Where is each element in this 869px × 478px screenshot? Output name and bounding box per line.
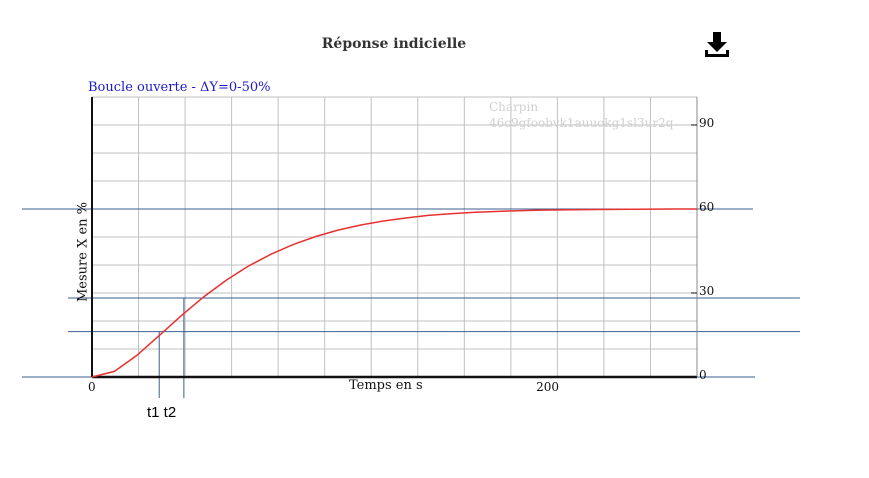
- x-tick-label: 0: [88, 380, 96, 394]
- axes: [91, 97, 698, 379]
- watermark-line: 46c9gfoobvk1auuokg1sl3ur2q: [489, 116, 674, 130]
- grid: [91, 96, 698, 378]
- download-button[interactable]: [703, 30, 733, 60]
- y-tick-label: 30: [699, 284, 715, 298]
- y-tick-label: 0: [699, 368, 707, 382]
- y-tick-label: 60: [699, 200, 715, 214]
- x-axis-label: Temps en s: [349, 378, 423, 393]
- series-layer: [91, 208, 697, 378]
- download-icon: [705, 32, 729, 57]
- chart-title: Réponse indicielle: [321, 36, 467, 52]
- step-response-curve: [91, 208, 697, 378]
- y-axis-label: Mesure X en %: [75, 201, 91, 303]
- t1-t2-annotation: t1 t2: [147, 404, 177, 421]
- watermark: Charpin 46c9gfoobvk1auuokg1sl3ur2q: [489, 99, 673, 131]
- x-tick-label: 200: [536, 380, 560, 394]
- y-tick-label: 90: [699, 116, 715, 130]
- watermark-line: Charpin: [489, 100, 539, 114]
- chart-subtitle: Boucle ouverte - ΔY=0-50%: [88, 80, 271, 95]
